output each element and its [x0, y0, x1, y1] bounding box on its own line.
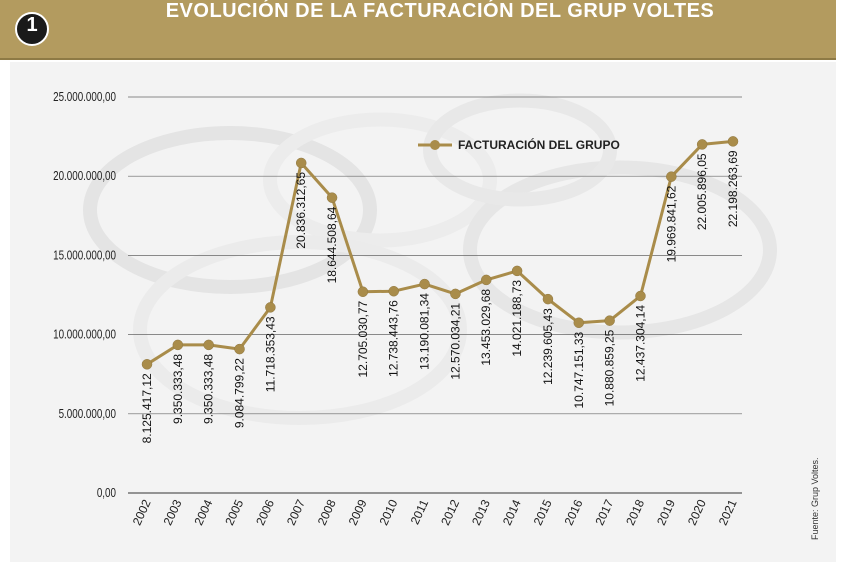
data-point [388, 285, 399, 297]
y-tick-label: 5.000.000,00 [59, 408, 116, 421]
series-line [146, 139, 734, 366]
data-label: 12.437.304,14 [633, 305, 647, 382]
chart-title: EVOLUCIÓN DE LA FACTURACIÓN DEL GRUP VOL… [165, 0, 715, 22]
data-label: 12.738.443,76 [387, 300, 401, 377]
data-point [635, 290, 646, 302]
data-point [141, 359, 153, 370]
legend-label: FACTURACIÓN DEL GRUPO [458, 137, 620, 152]
coin-decoration [83, 126, 377, 294]
data-point [265, 302, 276, 313]
data-point [295, 157, 307, 169]
data-point [666, 171, 677, 182]
data-label: 10.880.859,25 [603, 329, 617, 406]
data-label: 13.453.029,68 [479, 289, 493, 366]
data-label: 8.125.417,12 [140, 373, 154, 443]
data-label: 20.836.312,65 [294, 172, 308, 249]
data-label: 22.005.896,05 [695, 153, 709, 230]
chart-header: 1 EVOLUCIÓN DE LA FACTURACIÓN DEL GRUP V… [0, 0, 836, 60]
y-tick-label: 0,00 [97, 487, 116, 500]
data-point [234, 343, 245, 355]
coin-decoration [423, 93, 617, 207]
y-tick-label: 10.000.000,00 [53, 329, 116, 342]
data-point [357, 286, 369, 298]
data-label: 14.021.188,73 [510, 280, 524, 357]
data-point [419, 278, 430, 290]
data-point [542, 293, 554, 305]
data-point [696, 139, 708, 150]
data-label: 10.747.151,33 [572, 331, 586, 408]
data-label: 18.644.508,64 [325, 206, 339, 283]
coin-decoration [263, 112, 497, 248]
data-point [172, 339, 184, 351]
data-label: 9.084.799,22 [233, 358, 247, 428]
figure-number: 1 [26, 14, 38, 36]
data-label: 13.190.081,34 [418, 293, 432, 370]
figure-number-badge: 1 [15, 12, 49, 46]
data-label: 22.198.263,69 [726, 150, 740, 227]
data-label: 9.350.333,48 [171, 354, 185, 424]
coin-decoration [463, 160, 777, 340]
source-note: Fuente: Grup Voltes. [810, 457, 820, 540]
data-label: 12.570.034,21 [448, 303, 462, 380]
data-label: 19.969.841,62 [664, 185, 678, 262]
legend-marker [430, 140, 440, 150]
data-label: 12.239.605,43 [541, 308, 555, 385]
data-label: 11.718.353,43 [263, 316, 277, 392]
data-point [511, 265, 523, 277]
data-point [573, 317, 585, 329]
y-tick-label: 25.000.000,00 [53, 91, 116, 104]
data-point [481, 274, 492, 286]
data-label: 9.350.333,48 [202, 354, 216, 424]
data-point [450, 288, 461, 300]
data-label: 12.705.030,77 [356, 300, 370, 377]
data-point [326, 192, 338, 203]
y-tick-label: 20.000.000,00 [53, 170, 116, 183]
coin-decoration [133, 235, 467, 425]
data-point [203, 339, 214, 351]
data-point [727, 136, 739, 147]
data-point [604, 315, 615, 326]
y-tick-label: 15.000.000,00 [53, 249, 116, 262]
